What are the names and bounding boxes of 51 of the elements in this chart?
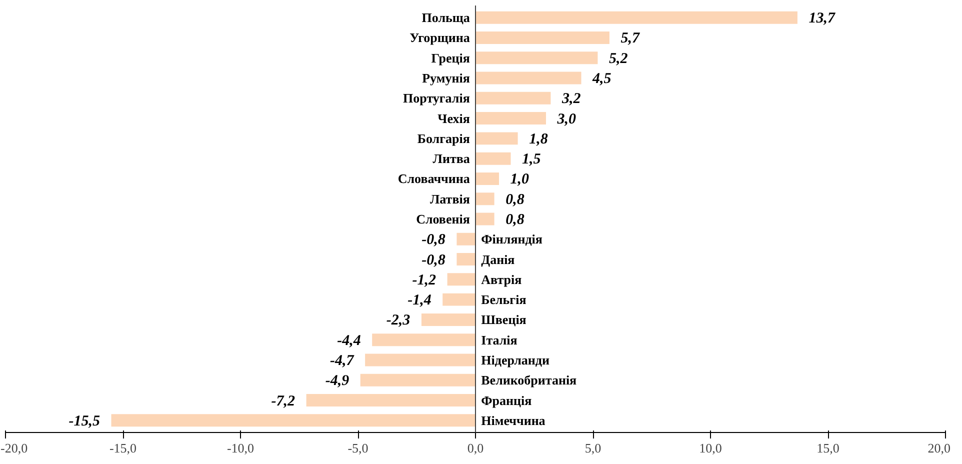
data-label: 5,7: [620, 30, 640, 47]
data-label: 5,2: [608, 50, 628, 67]
y-tick-label: Угорщина: [410, 30, 470, 46]
y-tick-label: Данія: [481, 252, 515, 267]
y-tick-label: Словенія: [416, 212, 470, 226]
data-label: -1,2: [412, 272, 437, 288]
x-tick-label: 15,0: [816, 440, 840, 456]
data-label: 1,0: [510, 172, 530, 188]
y-tick-label: Нідерланди: [481, 352, 550, 368]
data-label: 3,2: [560, 91, 582, 108]
data-label: -7,2: [271, 393, 296, 410]
y-tick-label: Німеччина: [481, 412, 546, 428]
y-tick-label: Литва: [432, 151, 470, 166]
x-tick-label: -5,0: [348, 440, 368, 456]
data-label: -4,9: [325, 373, 350, 390]
x-tick-label: -20,0: [0, 440, 28, 456]
data-label: -15,5: [68, 413, 100, 430]
y-tick-label: Чехія: [438, 110, 470, 126]
data-label: 4,5: [592, 71, 612, 88]
y-tick-label: Португалія: [403, 90, 470, 106]
data-label: 1,5: [522, 152, 542, 168]
x-tick-label: -10,0: [226, 440, 254, 456]
y-tick-label: Словаччина: [398, 171, 470, 186]
data-label: -0,8: [422, 252, 446, 268]
data-label: -0,8: [422, 232, 446, 248]
y-tick-label: Польща: [422, 10, 470, 26]
data-label: 1,8: [529, 131, 548, 148]
data-label: 0,8: [506, 212, 525, 228]
y-tick-label: Франція: [481, 392, 532, 408]
x-tick-label: 0,0: [467, 440, 484, 456]
data-label: -4,7: [330, 352, 354, 369]
data-label: 0,8: [506, 192, 525, 208]
data-label: -4,4: [337, 332, 362, 349]
x-tick-label: -15,0: [109, 440, 137, 456]
data-label: -1,4: [408, 292, 432, 309]
y-tick-label: Фінляндія: [481, 232, 542, 247]
y-tick-label: Латвія: [430, 191, 470, 206]
y-tick-label: Автрія: [481, 272, 522, 287]
y-tick-label: Бельгія: [481, 292, 526, 308]
y-tick-label: Греція: [431, 50, 470, 66]
y-tick-label: Італія: [481, 332, 518, 348]
data-label: 3,0: [556, 111, 577, 128]
y-tick-label: Румунія: [422, 70, 470, 86]
x-tick-label: 20,0: [928, 440, 950, 456]
y-tick-label: Швеція: [481, 312, 526, 328]
data-label: 13,7: [808, 10, 836, 27]
x-tick-label: 5,0: [584, 440, 602, 456]
x-tick-label: 10,0: [699, 440, 722, 456]
data-label: -2,3: [386, 312, 411, 329]
y-tick-label: Великобританія: [481, 372, 577, 388]
y-tick-label: Болгарія: [417, 130, 470, 146]
